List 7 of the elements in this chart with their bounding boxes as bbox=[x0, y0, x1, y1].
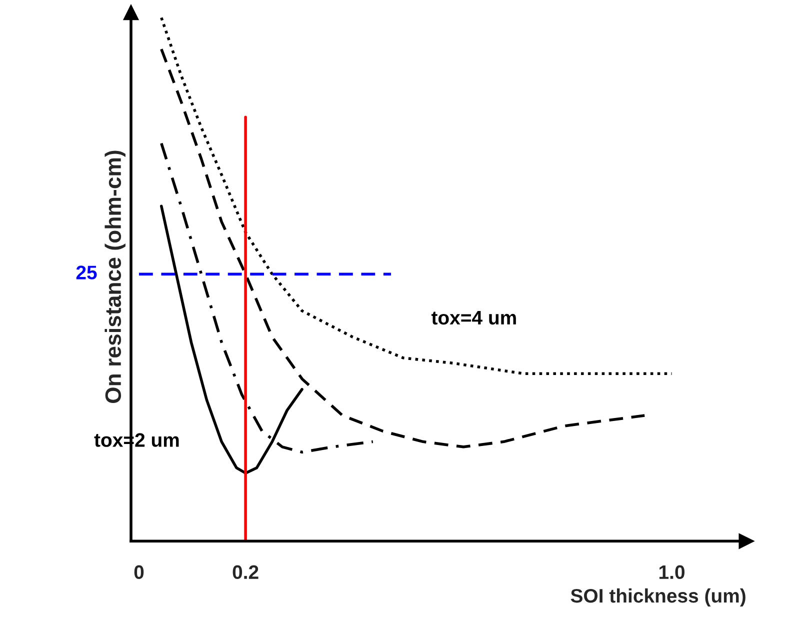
x-tick-label: 0.2 bbox=[232, 565, 258, 580]
y-axis-title: On resistance (ohm-cm) bbox=[104, 150, 126, 404]
x-tick-label: 1.0 bbox=[659, 565, 684, 580]
annotation: 25 bbox=[76, 266, 97, 280]
x-axis-title: SOI thickness (um) bbox=[570, 588, 746, 607]
x-tick-label: 0 bbox=[134, 565, 144, 580]
annotation: tox=4 um bbox=[431, 311, 516, 325]
